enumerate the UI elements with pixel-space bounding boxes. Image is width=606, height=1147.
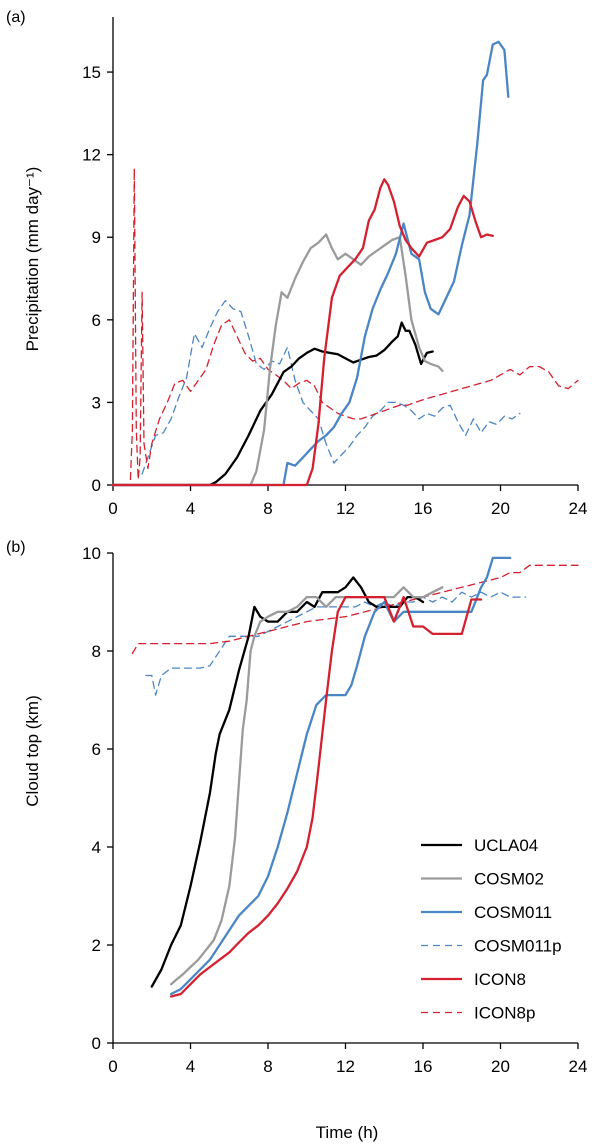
x-tick-label-b: 0 <box>108 1057 117 1076</box>
series-line-icon8p-a <box>129 167 579 481</box>
x-tick-label-a: 20 <box>491 499 510 518</box>
series-line-cosm011-b <box>169 556 512 996</box>
series-line-cosm011-a <box>111 40 510 487</box>
series-line-cosm02-b <box>169 586 444 986</box>
series-line-cosm011p-b <box>145 591 527 696</box>
legend-label-cosm011: COSM011 <box>474 903 552 922</box>
y-tick-label-a: 3 <box>92 393 101 412</box>
x-tick-label-a: 24 <box>569 499 588 518</box>
series-line-ucla04-a <box>111 321 434 487</box>
y-tick-label-a: 9 <box>92 228 101 247</box>
x-tick-label-b: 20 <box>491 1057 510 1076</box>
y-tick-label-a: 15 <box>82 63 101 82</box>
legend-label-cosm02: COSM02 <box>474 870 544 889</box>
x-tick-label-b: 12 <box>336 1057 355 1076</box>
y-tick-label-a: 12 <box>82 146 101 165</box>
y-tick-label-b: 2 <box>92 936 101 955</box>
x-tick-label-a: 8 <box>263 499 272 518</box>
x-tick-label-a: 4 <box>186 499 195 518</box>
series-line-cosm02-a <box>111 233 444 487</box>
panel-a-precipitation: (a) Precipitation (mm day⁻¹) 0 3 6 9 12 15 0 4 8… <box>6 9 587 518</box>
x-tick-label-b: 8 <box>263 1057 272 1076</box>
series-line-icon8p-b <box>131 564 579 655</box>
series-line-cosm011p-a <box>141 299 521 475</box>
x-axis-title-b: Time (h) <box>316 1123 379 1142</box>
x-tick-label-a: 16 <box>414 499 433 518</box>
series-line-ucla04-b <box>150 576 425 988</box>
legend-label-ucla04: UCLA04 <box>474 836 538 855</box>
y-tick-label-b: 6 <box>92 740 101 759</box>
legend-label-cosm011p: COSM011p <box>474 937 562 956</box>
y-axis-title-a: Precipitation (mm day⁻¹) <box>23 167 42 352</box>
legend-label-icon8: ICON8 <box>474 970 526 989</box>
y-tick-label-b: 4 <box>92 838 101 857</box>
series-line-icon8-b <box>169 595 483 998</box>
panel-a-label: (a) <box>6 9 26 26</box>
x-tick-label-a: 0 <box>108 499 117 518</box>
y-axis-title-b: Cloud top (km) <box>23 695 42 806</box>
legend-label-icon8p: ICON8p <box>474 1004 535 1023</box>
x-tick-label-b: 4 <box>186 1057 195 1076</box>
y-tick-label-a: 0 <box>92 476 101 495</box>
y-tick-label-b: 10 <box>82 544 101 563</box>
x-tick-label-b: 16 <box>414 1057 433 1076</box>
y-tick-label-b: 0 <box>92 1034 101 1053</box>
x-tick-label-b: 24 <box>569 1057 588 1076</box>
x-tick-label-a: 12 <box>336 499 355 518</box>
series-line-icon8-a <box>111 178 494 487</box>
y-tick-label-b: 8 <box>92 642 101 661</box>
panel-b-label: (b) <box>6 539 26 556</box>
y-tick-label-a: 6 <box>92 311 101 330</box>
